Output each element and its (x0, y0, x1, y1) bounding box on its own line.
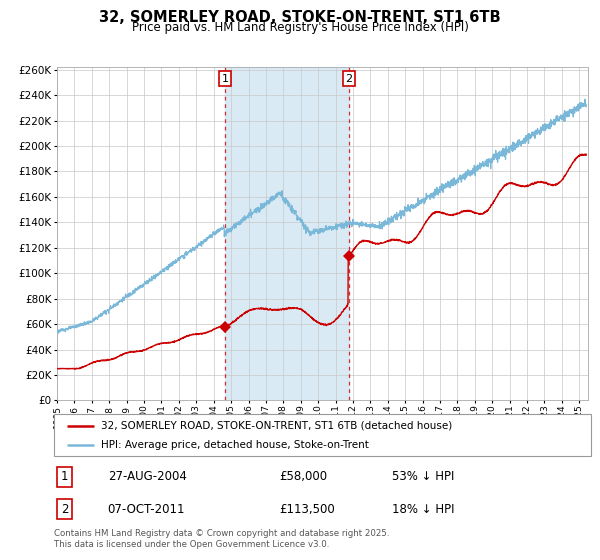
Text: 18% ↓ HPI: 18% ↓ HPI (392, 503, 455, 516)
Text: 32, SOMERLEY ROAD, STOKE-ON-TRENT, ST1 6TB: 32, SOMERLEY ROAD, STOKE-ON-TRENT, ST1 6… (99, 10, 501, 25)
Bar (225, 67, 349, 400)
Text: £113,500: £113,500 (280, 503, 335, 516)
Text: 07-OCT-2011: 07-OCT-2011 (108, 503, 185, 516)
Text: £58,000: £58,000 (280, 470, 328, 483)
Text: Price paid vs. HM Land Registry's House Price Index (HPI): Price paid vs. HM Land Registry's House … (131, 21, 469, 34)
Text: 1: 1 (61, 470, 68, 483)
Text: 1: 1 (221, 73, 229, 83)
Text: 2: 2 (346, 73, 353, 83)
Text: Contains HM Land Registry data © Crown copyright and database right 2025.
This d: Contains HM Land Registry data © Crown c… (54, 529, 389, 549)
Text: 2: 2 (61, 503, 68, 516)
Text: 27-AUG-2004: 27-AUG-2004 (108, 470, 187, 483)
Text: 53% ↓ HPI: 53% ↓ HPI (392, 470, 455, 483)
Text: HPI: Average price, detached house, Stoke-on-Trent: HPI: Average price, detached house, Stok… (101, 440, 369, 450)
Text: 32, SOMERLEY ROAD, STOKE-ON-TRENT, ST1 6TB (detached house): 32, SOMERLEY ROAD, STOKE-ON-TRENT, ST1 6… (101, 421, 452, 431)
FancyBboxPatch shape (54, 414, 591, 456)
